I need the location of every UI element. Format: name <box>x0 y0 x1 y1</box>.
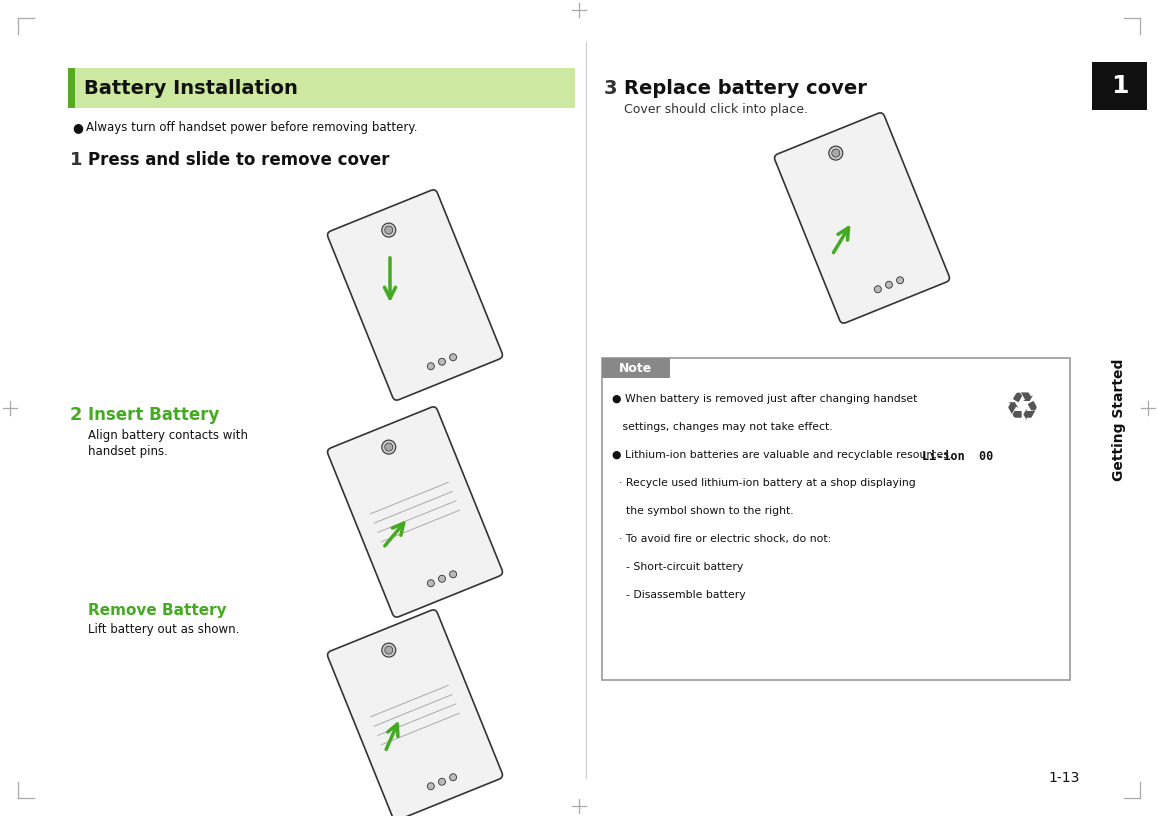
Circle shape <box>829 146 843 160</box>
Circle shape <box>384 443 393 451</box>
Circle shape <box>384 226 393 234</box>
Text: the symbol shown to the right.: the symbol shown to the right. <box>611 506 793 516</box>
Text: Insert Battery: Insert Battery <box>88 406 219 424</box>
Text: ● When battery is removed just after changing handset: ● When battery is removed just after cha… <box>611 394 917 404</box>
Circle shape <box>449 570 456 578</box>
Text: 3: 3 <box>604 78 617 97</box>
FancyBboxPatch shape <box>328 190 503 400</box>
Circle shape <box>896 277 903 284</box>
Circle shape <box>886 282 893 288</box>
Text: 1-13: 1-13 <box>1049 771 1080 785</box>
Text: Cover should click into place.: Cover should click into place. <box>624 104 808 117</box>
Circle shape <box>439 575 446 583</box>
Circle shape <box>382 643 396 657</box>
Text: Getting Started: Getting Started <box>1113 359 1127 481</box>
Circle shape <box>439 778 446 785</box>
Text: 2: 2 <box>69 406 82 424</box>
Text: settings, changes may not take effect.: settings, changes may not take effect. <box>611 422 833 432</box>
Text: Always turn off handset power before removing battery.: Always turn off handset power before rem… <box>86 122 418 135</box>
Text: Lift battery out as shown.: Lift battery out as shown. <box>88 623 240 636</box>
Bar <box>68 68 576 108</box>
FancyBboxPatch shape <box>775 113 950 323</box>
Text: Note: Note <box>620 361 653 375</box>
FancyBboxPatch shape <box>328 407 503 617</box>
Bar <box>602 358 1070 680</box>
Circle shape <box>427 783 434 790</box>
Text: · To avoid fire or electric shock, do not:: · To avoid fire or electric shock, do no… <box>611 534 831 544</box>
Text: Battery Installation: Battery Installation <box>85 78 298 97</box>
Circle shape <box>384 646 393 654</box>
Text: handset pins.: handset pins. <box>88 445 168 458</box>
Bar <box>68 68 75 108</box>
Circle shape <box>449 774 456 781</box>
Text: Replace battery cover: Replace battery cover <box>624 78 867 97</box>
Text: - Disassemble battery: - Disassemble battery <box>611 590 746 600</box>
Text: Press and slide to remove cover: Press and slide to remove cover <box>88 151 389 169</box>
Circle shape <box>439 358 446 366</box>
Bar <box>1092 62 1148 110</box>
Circle shape <box>382 223 396 237</box>
Text: Remove Battery: Remove Battery <box>88 602 227 618</box>
Text: Align battery contacts with: Align battery contacts with <box>88 428 248 441</box>
Circle shape <box>427 363 434 370</box>
Text: - Short-circuit battery: - Short-circuit battery <box>611 562 743 572</box>
Text: Li-ion  00: Li-ion 00 <box>922 450 994 463</box>
Bar <box>602 358 670 378</box>
Text: ● Lithium-ion batteries are valuable and recyclable resources.: ● Lithium-ion batteries are valuable and… <box>611 450 952 460</box>
Circle shape <box>382 440 396 454</box>
Text: · Recycle used lithium-ion battery at a shop displaying: · Recycle used lithium-ion battery at a … <box>611 478 916 488</box>
Circle shape <box>449 354 456 361</box>
Text: 1: 1 <box>1111 74 1128 98</box>
Circle shape <box>831 149 840 157</box>
FancyBboxPatch shape <box>328 610 503 816</box>
Circle shape <box>427 579 434 587</box>
Circle shape <box>874 286 881 293</box>
Text: ♻: ♻ <box>1004 390 1040 428</box>
Text: 1: 1 <box>69 151 82 169</box>
Text: ●: ● <box>72 122 83 135</box>
